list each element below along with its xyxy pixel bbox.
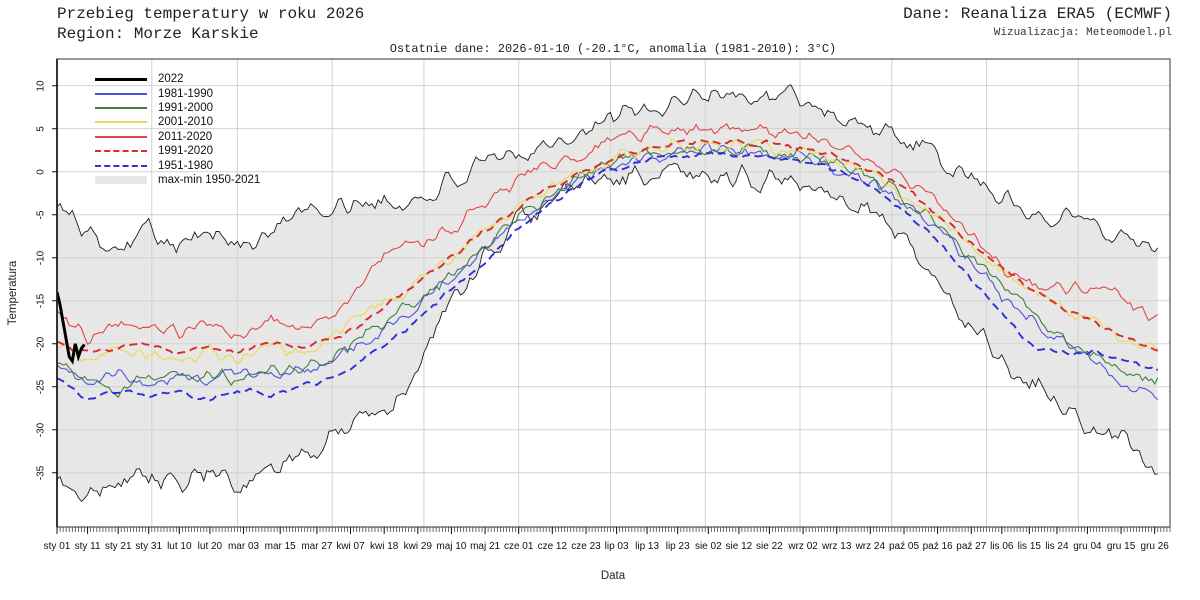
- x-major-ticks: [56, 527, 1156, 534]
- x-tick-label: paź 16: [922, 541, 953, 552]
- legend-item-1981-1990: 1981-1990: [95, 86, 260, 100]
- series-line-2011-2020: [57, 123, 1159, 346]
- legend-item-1951-1980: 1951-1980: [95, 158, 260, 172]
- legend-label: 1981-1990: [158, 87, 213, 100]
- x-tick-label: lip 23: [665, 541, 690, 552]
- x-tick-label: lip 03: [604, 541, 629, 552]
- min-envelope-line: [57, 162, 1158, 503]
- series-line-1991-2020: [57, 138, 1159, 355]
- legend-item-2011-2020: 2011-2020: [95, 130, 260, 144]
- legend-label: max-min 1950-2021: [158, 173, 261, 186]
- y-ticks: [52, 85, 57, 474]
- legend-line-sample: [95, 150, 147, 153]
- series-line-2022: [57, 291, 86, 365]
- x-tick-label: lis 24: [1045, 541, 1069, 552]
- y-tick-label: -15: [35, 293, 47, 308]
- x-tick-label: mar 03: [227, 541, 260, 552]
- y-tick-label: -30: [35, 422, 47, 438]
- x-tick-label: lip 13: [635, 541, 660, 552]
- x-tick-label: wrz 02: [788, 541, 818, 552]
- x-tick-label: cze 01: [503, 541, 534, 552]
- x-tick-label: cze 12: [537, 541, 568, 552]
- legend-swatch-band: [95, 175, 147, 184]
- legend-label: 1951-1980: [158, 159, 213, 172]
- legend-label: 2022: [158, 73, 184, 86]
- x-tick-label: kwi 07: [336, 541, 365, 552]
- chart-region-subtitle: Region: Morze Karskie: [57, 25, 259, 43]
- x-tick-label: mar 15: [264, 541, 296, 552]
- x-tick-label: sie 12: [725, 541, 753, 552]
- y-tick-label: 5: [35, 125, 47, 132]
- legend-label: 1991-2020: [158, 145, 213, 158]
- x-tick-label: sty 11: [74, 541, 101, 552]
- legend-line-sample: [95, 135, 147, 138]
- y-tick-label: -25: [35, 379, 47, 395]
- max-envelope-line: [57, 84, 1159, 254]
- y-tick-label: -5: [35, 210, 47, 220]
- legend-line-sample: [95, 77, 147, 81]
- x-tick-label: maj 21: [470, 541, 501, 552]
- x-axis-title: Data: [600, 570, 626, 582]
- legend: 2022 1981-1990 1991-2000 2001-2010 2011-2020…: [95, 72, 260, 187]
- legend-item-1991-2000: 1991-2000: [95, 101, 260, 115]
- legend-label: 2001-2010: [158, 116, 213, 129]
- last-data-subtitle: Ostatnie dane: 2026-01-10 (-20.1°C, anom…: [389, 42, 837, 56]
- x-tick-label: mar 27: [301, 541, 333, 552]
- y-tick-label: 0: [35, 168, 47, 175]
- x-tick-label: paź 05: [888, 541, 920, 552]
- x-tick-label: lis 15: [1017, 541, 1041, 552]
- series-line-2001-2010: [57, 138, 1159, 365]
- x-tick-label: lut 10: [167, 541, 192, 552]
- legend-line-sample: [95, 106, 147, 109]
- series-line-1981-1990: [57, 142, 1159, 401]
- x-tick-label: paź 27: [956, 541, 987, 552]
- x-tick-label: kwi 18: [370, 541, 399, 552]
- x-tick-label: kwi 29: [403, 541, 432, 552]
- x-tick-label: sty 01: [43, 541, 71, 552]
- legend-line-sample: [95, 164, 147, 167]
- y-tick-label: -20: [35, 336, 47, 352]
- legend-label: 2011-2020: [158, 130, 213, 143]
- x-minor-ticks: [56, 527, 1171, 532]
- x-tick-label: sty 21: [104, 541, 132, 552]
- visualization-credit: Wizualizacja: Meteomodel.pl: [993, 27, 1172, 39]
- legend-line-sample: [95, 121, 147, 124]
- y-tick-label: -35: [35, 465, 47, 481]
- x-tick-label: sie 22: [756, 541, 783, 552]
- legend-label: 1991-2000: [158, 101, 213, 114]
- x-tick-label: wrz 24: [855, 541, 886, 552]
- y-tick-label: 10: [35, 80, 47, 92]
- legend-item-1991-2020: 1991-2020: [95, 144, 260, 158]
- x-tick-label: lis 06: [990, 541, 1014, 552]
- x-tick-label: gru 04: [1073, 541, 1102, 552]
- legend-item-2022: 2022: [95, 72, 260, 86]
- legend-line-sample: [95, 92, 147, 95]
- series-line-1991-2000: [57, 143, 1159, 399]
- x-tick-label: cze 23: [571, 541, 601, 552]
- data-source-label: Dane: Reanaliza ERA5 (ECMWF): [903, 5, 1172, 23]
- x-tick-label: sie 02: [694, 541, 722, 552]
- x-tick-label: wrz 13: [821, 541, 852, 552]
- x-tick-label: gru 26: [1140, 541, 1169, 552]
- legend-item-max-min 1950-2021: max-min 1950-2021: [95, 173, 260, 187]
- chart-title: Przebieg temperatury w roku 2026: [57, 5, 365, 23]
- y-tick-label: -10: [35, 250, 47, 265]
- x-tick-label: gru 15: [1106, 541, 1136, 552]
- x-tick-label: maj 10: [436, 541, 467, 552]
- x-tick-label: lut 20: [197, 541, 223, 552]
- legend-item-2001-2010: 2001-2010: [95, 115, 260, 129]
- x-tick-label: sty 31: [135, 541, 163, 552]
